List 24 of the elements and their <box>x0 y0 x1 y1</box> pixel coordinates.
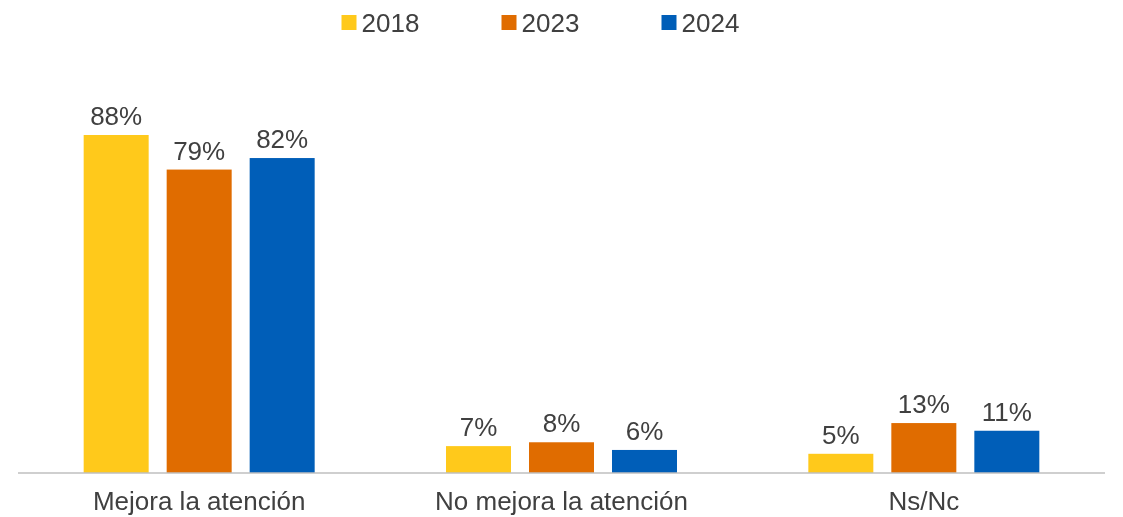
data-label: 88% <box>90 101 143 131</box>
data-label: 79% <box>173 135 226 166</box>
legend-label: 2018 <box>361 8 420 38</box>
data-label: 5% <box>822 419 860 450</box>
bar <box>529 442 594 473</box>
x-tick-label: Ns/Nc <box>888 486 960 516</box>
bar <box>166 169 232 473</box>
bar <box>891 423 957 473</box>
legend-label: 2024 <box>681 8 740 38</box>
data-label: 8% <box>542 408 581 439</box>
bar <box>249 158 315 473</box>
data-label: 7% <box>459 412 498 443</box>
x-tick-label: Mejora la atención <box>92 486 306 516</box>
legend-label: 2023 <box>521 8 580 38</box>
data-label: 82% <box>256 124 309 155</box>
x-tick-label: No mejora la atención <box>435 486 688 516</box>
data-label: 13% <box>897 389 950 420</box>
bar <box>446 446 511 473</box>
bar <box>83 135 149 473</box>
bar <box>808 453 874 473</box>
data-label: 6% <box>625 415 664 446</box>
bar <box>612 449 677 473</box>
data-label: 11% <box>981 396 1032 427</box>
bar <box>974 430 1040 473</box>
